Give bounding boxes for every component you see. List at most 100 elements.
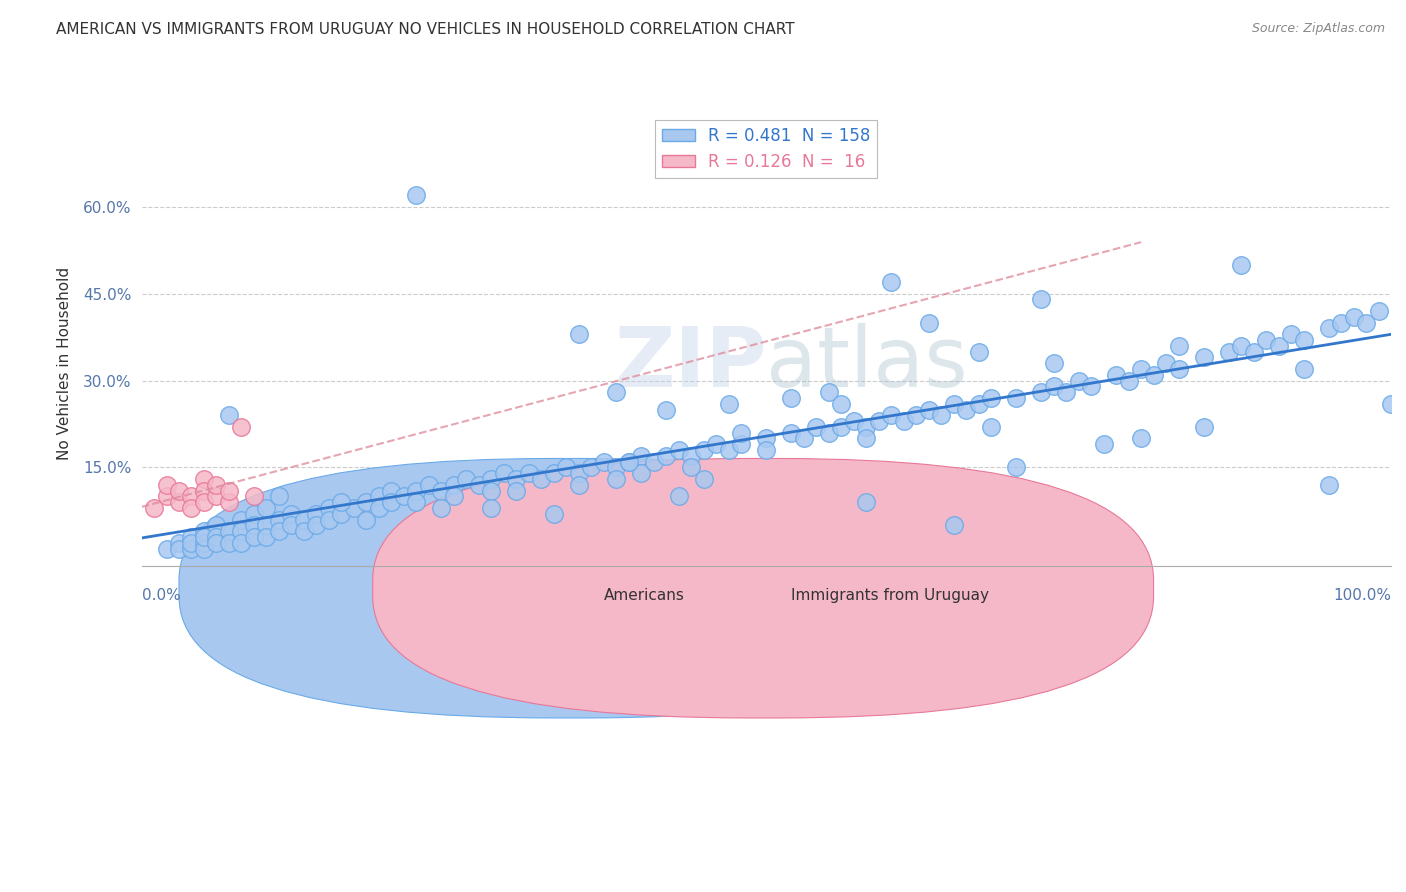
Point: [1031, 385, 1053, 400]
Point: [405, 483, 427, 498]
Point: [430, 500, 453, 515]
Point: [1130, 362, 1153, 376]
Point: [568, 327, 591, 342]
Point: [193, 483, 215, 498]
FancyBboxPatch shape: [373, 458, 1153, 718]
Point: [1142, 368, 1164, 382]
Point: [155, 490, 177, 504]
Point: [405, 495, 427, 509]
Point: [1355, 316, 1378, 330]
Point: [1031, 293, 1053, 307]
Point: [1005, 391, 1028, 405]
Point: [817, 425, 839, 440]
Point: [1042, 356, 1064, 370]
Point: [243, 490, 266, 504]
Point: [643, 455, 665, 469]
Point: [1167, 339, 1189, 353]
Point: [817, 385, 839, 400]
Point: [267, 490, 290, 504]
Point: [392, 490, 415, 504]
Point: [243, 507, 266, 521]
Point: [167, 535, 190, 549]
Point: [205, 518, 228, 533]
Point: [605, 385, 627, 400]
Point: [617, 455, 640, 469]
Point: [530, 472, 553, 486]
Point: [180, 490, 202, 504]
Point: [980, 391, 1002, 405]
Point: [555, 460, 578, 475]
Point: [380, 483, 402, 498]
Point: [205, 478, 228, 492]
Point: [1292, 362, 1315, 376]
Point: [167, 495, 190, 509]
Point: [180, 535, 202, 549]
Point: [842, 414, 865, 428]
Point: [1230, 258, 1253, 272]
Point: [855, 420, 877, 434]
Point: [231, 524, 253, 538]
Point: [830, 397, 852, 411]
Point: [330, 495, 353, 509]
Point: [267, 512, 290, 526]
Point: [929, 409, 952, 423]
Point: [1317, 478, 1340, 492]
Point: [617, 455, 640, 469]
Text: 0.0%: 0.0%: [142, 588, 180, 603]
Point: [243, 518, 266, 533]
Point: [605, 472, 627, 486]
Point: [367, 500, 389, 515]
Point: [193, 524, 215, 538]
FancyBboxPatch shape: [179, 458, 960, 718]
Point: [1267, 339, 1289, 353]
Point: [267, 524, 290, 538]
Point: [479, 500, 502, 515]
Point: [180, 500, 202, 515]
Point: [205, 535, 228, 549]
Point: [405, 188, 427, 202]
Point: [668, 490, 690, 504]
Text: Immigrants from Uruguay: Immigrants from Uruguay: [792, 588, 990, 603]
Point: [1067, 374, 1090, 388]
Point: [193, 495, 215, 509]
Point: [780, 425, 803, 440]
Point: [468, 478, 491, 492]
Point: [256, 518, 278, 533]
Point: [543, 467, 565, 481]
Point: [218, 483, 240, 498]
Point: [693, 472, 716, 486]
Point: [167, 483, 190, 498]
Point: [380, 495, 402, 509]
Point: [243, 530, 266, 544]
Text: AMERICAN VS IMMIGRANTS FROM URUGUAY NO VEHICLES IN HOUSEHOLD CORRELATION CHART: AMERICAN VS IMMIGRANTS FROM URUGUAY NO V…: [56, 22, 794, 37]
Point: [180, 541, 202, 556]
Point: [681, 460, 703, 475]
Point: [1192, 420, 1215, 434]
Point: [1379, 397, 1402, 411]
Point: [205, 530, 228, 544]
Point: [479, 483, 502, 498]
Point: [231, 512, 253, 526]
Point: [693, 443, 716, 458]
Point: [605, 460, 627, 475]
Point: [205, 490, 228, 504]
Point: [918, 316, 941, 330]
Point: [479, 472, 502, 486]
Point: [830, 420, 852, 434]
Point: [793, 432, 815, 446]
Point: [1230, 339, 1253, 353]
Point: [880, 275, 903, 289]
Point: [568, 467, 591, 481]
Point: [256, 500, 278, 515]
Point: [1167, 362, 1189, 376]
Point: [292, 512, 315, 526]
Point: [955, 402, 977, 417]
Point: [1054, 385, 1077, 400]
Point: [517, 467, 540, 481]
Point: [855, 432, 877, 446]
Point: [356, 495, 378, 509]
Point: [1042, 379, 1064, 393]
Point: [456, 472, 478, 486]
Point: [568, 478, 591, 492]
Point: [430, 483, 453, 498]
